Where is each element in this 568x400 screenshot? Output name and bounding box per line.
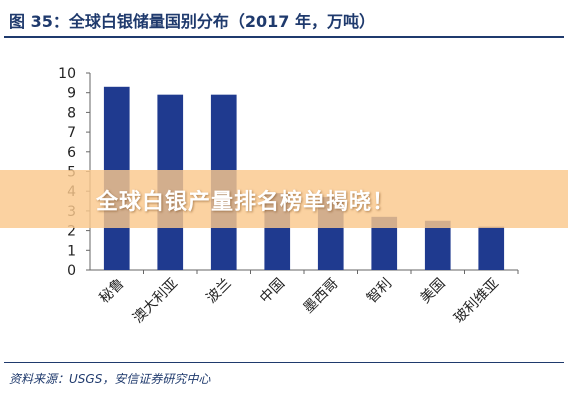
y-tick-label: 9 — [67, 86, 76, 102]
source-divider — [4, 362, 564, 363]
y-tick-label: 2 — [67, 224, 76, 240]
bar — [424, 220, 451, 270]
y-tick-label: 0 — [67, 263, 76, 279]
x-tick-label: 墨西哥 — [301, 276, 342, 317]
x-tick-label: 美国 — [417, 276, 448, 307]
y-tick-label: 6 — [67, 145, 76, 161]
title-divider — [4, 36, 564, 38]
overlay-banner — [0, 170, 568, 228]
y-tick-label: 8 — [67, 105, 76, 121]
x-tick-label: 秘鲁 — [96, 276, 127, 307]
chart-title: 图 35：全球白银储量国别分布（2017 年，万吨） — [9, 12, 375, 31]
x-tick-label: 中国 — [257, 276, 288, 307]
x-tick-label: 智利 — [364, 276, 395, 307]
y-tick-label: 10 — [58, 66, 76, 82]
x-tick-label: 玻利维亚 — [451, 276, 502, 327]
y-tick-label: 1 — [67, 243, 76, 259]
y-tick-label: 7 — [67, 125, 76, 141]
banner-text: 全球白银产量排名榜单揭晓！ — [96, 190, 396, 215]
x-tick-label: 波兰 — [203, 276, 234, 307]
bar — [478, 226, 505, 270]
source-note: 资料来源：USGS，安信证券研究中心 — [9, 372, 211, 386]
x-tick-label: 澳大利亚 — [130, 276, 181, 327]
x-tick-labels: 秘鲁 澳大利亚 波兰 中国 墨西哥 智利 美国 玻利维亚 — [96, 276, 502, 327]
